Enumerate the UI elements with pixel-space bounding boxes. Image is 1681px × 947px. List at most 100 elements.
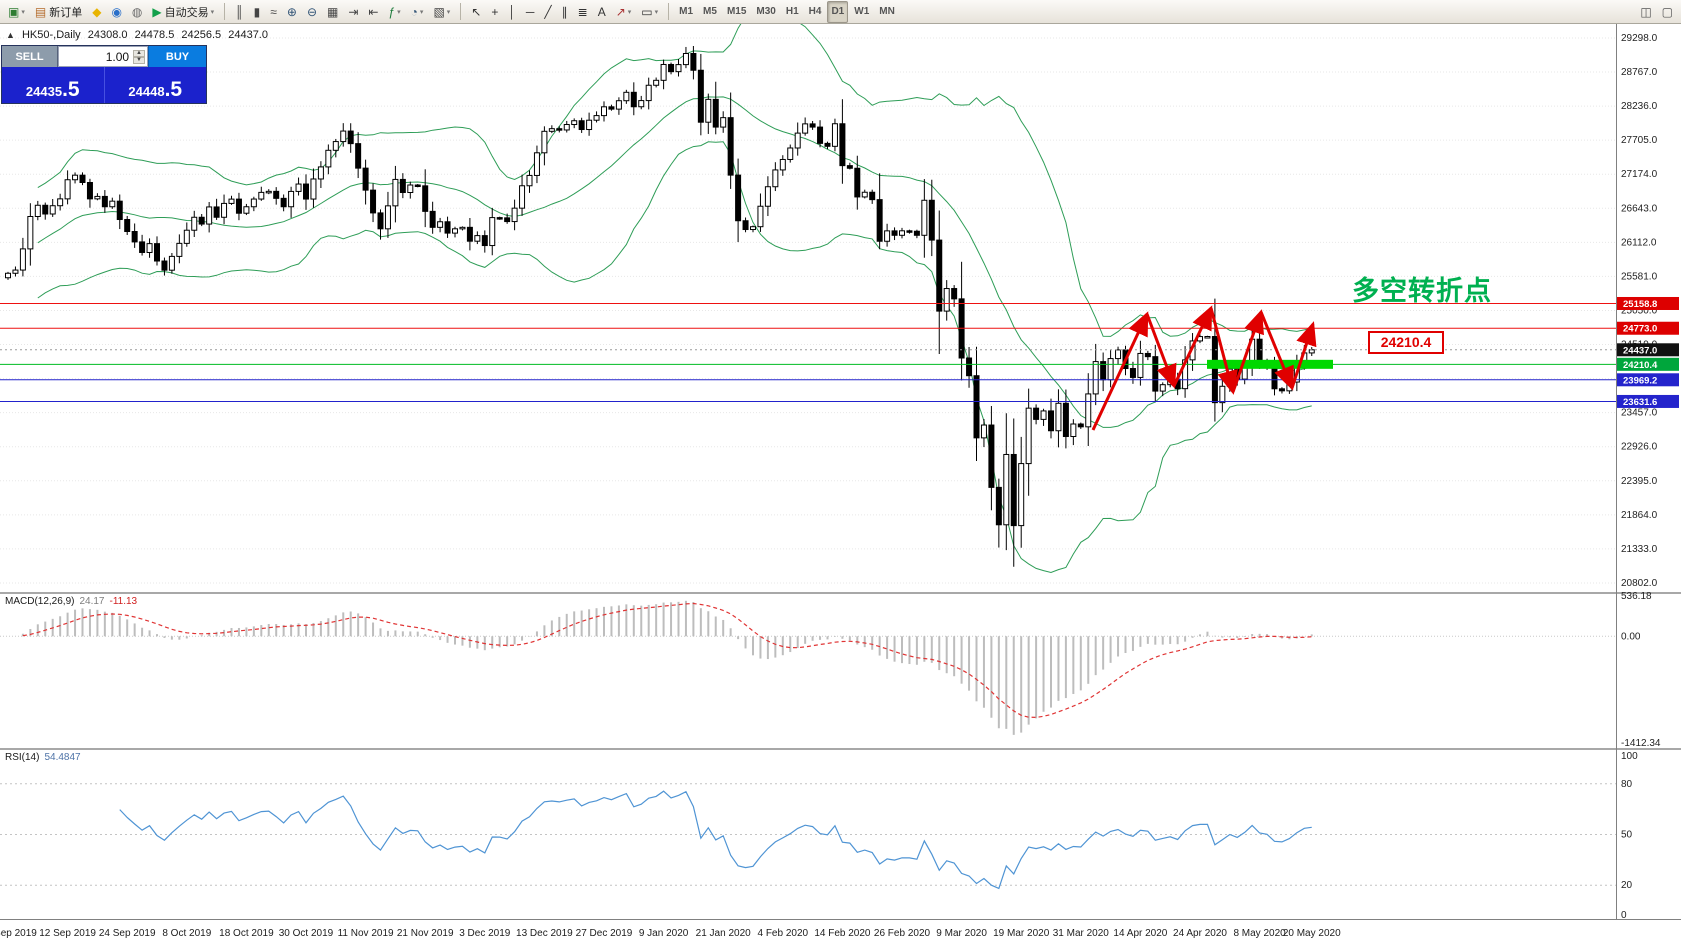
- tf-m1-button[interactable]: M1: [675, 1, 697, 23]
- auto-trading-button[interactable]: ▶ 自动交易 ▾: [148, 1, 218, 23]
- auto-scroll-button[interactable]: ⇥: [344, 1, 362, 23]
- svg-text:18 Oct 2019: 18 Oct 2019: [219, 928, 274, 939]
- svg-text:80: 80: [1621, 779, 1633, 790]
- chart-shift-button[interactable]: ⇤: [364, 1, 382, 23]
- shapes-button[interactable]: ▭ ▾: [637, 1, 662, 23]
- price-main-digits: 24435: [25, 84, 63, 99]
- auto-trading-icon: ▶: [152, 4, 162, 19]
- zoom-in-button[interactable]: ⊕: [283, 1, 301, 23]
- price-gridlines: [0, 37, 1616, 584]
- svg-text:20 May 2020: 20 May 2020: [1283, 928, 1341, 939]
- arrows-button[interactable]: ↗ ▾: [612, 1, 636, 23]
- new-order-button[interactable]: ▤ 新订单: [31, 1, 86, 23]
- auto-trading-dropdown-icon[interactable]: ▾: [210, 8, 215, 16]
- rsi-axis[interactable]: 100 80 50 20 0: [1621, 751, 1638, 921]
- vertical-line-button[interactable]: │: [504, 1, 520, 23]
- svg-text:0.00: 0.00: [1621, 631, 1641, 642]
- trendline-button[interactable]: ╱: [540, 1, 555, 23]
- turning-point-annotation[interactable]: 多空转折点: [1352, 276, 1492, 306]
- bollinger-bands: [37, 24, 1312, 574]
- tf-mn-button[interactable]: MN: [875, 1, 899, 23]
- window-tile-button[interactable]: ▢: [1658, 1, 1677, 23]
- line-chart-button[interactable]: ≈: [266, 1, 281, 23]
- text-label-button[interactable]: A: [594, 1, 610, 23]
- fibonacci-button[interactable]: ≣: [574, 1, 592, 23]
- tf-h1-button[interactable]: H1: [782, 1, 803, 23]
- line-chart-icon: ≈: [270, 4, 277, 19]
- svg-text:21 Nov 2019: 21 Nov 2019: [397, 928, 454, 939]
- tf-w1-button[interactable]: W1: [850, 1, 873, 23]
- volume-up-icon[interactable]: ▲: [133, 49, 145, 57]
- period-button[interactable]: ◔ ▾: [407, 1, 428, 23]
- price-axis[interactable]: 29298.0 28767.0 28236.0 27705.0 27174.0 26643…: [1621, 33, 1658, 589]
- macd-axis[interactable]: 536.18 0.00 -1412.34: [1621, 591, 1661, 749]
- toolbar-right-group: ◫ ▢: [1635, 1, 1678, 23]
- new-chart-button[interactable]: ▣ ▾: [4, 1, 29, 23]
- support-zone-bar[interactable]: [1207, 359, 1333, 369]
- low-value: 24256.5: [181, 29, 222, 41]
- zoom-out-button[interactable]: ⊖: [303, 1, 321, 23]
- crosshair-icon: +: [491, 4, 499, 19]
- community-icon: ◉: [111, 4, 122, 19]
- svg-text:27 Dec 2019: 27 Dec 2019: [576, 928, 633, 939]
- period-icon: ◔: [410, 4, 418, 19]
- candlestick-chart-button[interactable]: ▮: [250, 1, 265, 23]
- arrows-dropdown-icon[interactable]: ▾: [627, 8, 632, 16]
- tf-d1-button[interactable]: D1: [827, 0, 849, 23]
- shapes-icon: ▭: [641, 4, 653, 19]
- templates-button[interactable]: ▧ ▾: [429, 1, 454, 23]
- buy-button[interactable]: BUY: [148, 46, 206, 67]
- shapes-dropdown-icon[interactable]: ▾: [654, 8, 659, 16]
- svg-text:19 Mar 2020: 19 Mar 2020: [993, 928, 1050, 939]
- tile-windows-button[interactable]: ▦: [323, 1, 342, 23]
- tf-m30-button[interactable]: M30: [752, 1, 779, 23]
- community-button[interactable]: ◉: [107, 1, 125, 23]
- sell-button[interactable]: SELL: [2, 46, 58, 67]
- pane-separators[interactable]: [0, 24, 1681, 920]
- svg-text:20: 20: [1621, 880, 1633, 891]
- tf-m5-label: M5: [703, 6, 717, 17]
- indicators-button[interactable]: ƒ ▾: [384, 1, 404, 23]
- buy-price[interactable]: 24448.5: [104, 67, 206, 103]
- crosshair-button[interactable]: +: [487, 1, 502, 23]
- horizontal-level-lines[interactable]: [0, 302, 1616, 402]
- volume-input[interactable]: 1.00 ▲ ▼: [58, 46, 148, 67]
- equidistant-channel-button[interactable]: ∥: [558, 1, 572, 23]
- period-dropdown-icon[interactable]: ▾: [419, 8, 424, 16]
- window-cascade-button[interactable]: ◫: [1636, 1, 1655, 23]
- svg-text:23457.0: 23457.0: [1621, 408, 1658, 419]
- svg-text:24210.4: 24210.4: [1623, 360, 1658, 371]
- volume-down-icon[interactable]: ▼: [133, 56, 145, 64]
- horizontal-line-button[interactable]: ─: [522, 1, 539, 23]
- svg-text:9 Jan 2020: 9 Jan 2020: [639, 928, 689, 939]
- templates-dropdown-icon[interactable]: ▾: [446, 8, 451, 16]
- macd-main-value: 24.17: [79, 596, 105, 607]
- cursor-button[interactable]: ↖: [467, 1, 485, 23]
- tile-windows-icon: ▦: [327, 4, 339, 19]
- zoom-in-icon: ⊕: [286, 4, 297, 19]
- bar-chart-button[interactable]: ║: [231, 1, 248, 23]
- svg-text:0: 0: [1621, 910, 1627, 921]
- sell-price[interactable]: 24435.5: [2, 67, 105, 103]
- new-chart-dropdown-icon[interactable]: ▾: [21, 8, 25, 16]
- new-order-icon: ▤: [34, 4, 47, 19]
- svg-text:100: 100: [1621, 751, 1638, 762]
- trendline-icon: ╱: [544, 4, 552, 19]
- svg-text:20802.0: 20802.0: [1621, 578, 1658, 589]
- zigzag-arrows[interactable]: [1091, 305, 1317, 431]
- tf-h4-button[interactable]: H4: [805, 1, 826, 23]
- indicators-dropdown-icon[interactable]: ▾: [397, 8, 401, 16]
- tf-m15-button[interactable]: M15: [723, 1, 750, 23]
- favorites-button[interactable]: ◆: [88, 1, 105, 23]
- open-value: 24308.0: [87, 29, 128, 41]
- market-info-button[interactable]: ◍: [128, 1, 146, 23]
- svg-text:8 Oct 2019: 8 Oct 2019: [162, 928, 211, 939]
- tf-m5-button[interactable]: M5: [699, 1, 721, 23]
- auto-trading-label: 自动交易: [164, 6, 209, 19]
- vertical-line-icon: │: [508, 4, 516, 19]
- volume-spinner[interactable]: ▲ ▼: [133, 49, 145, 64]
- close-value: 24437.0: [228, 29, 268, 41]
- price-level-label-box[interactable]: 24210.4: [1368, 331, 1444, 354]
